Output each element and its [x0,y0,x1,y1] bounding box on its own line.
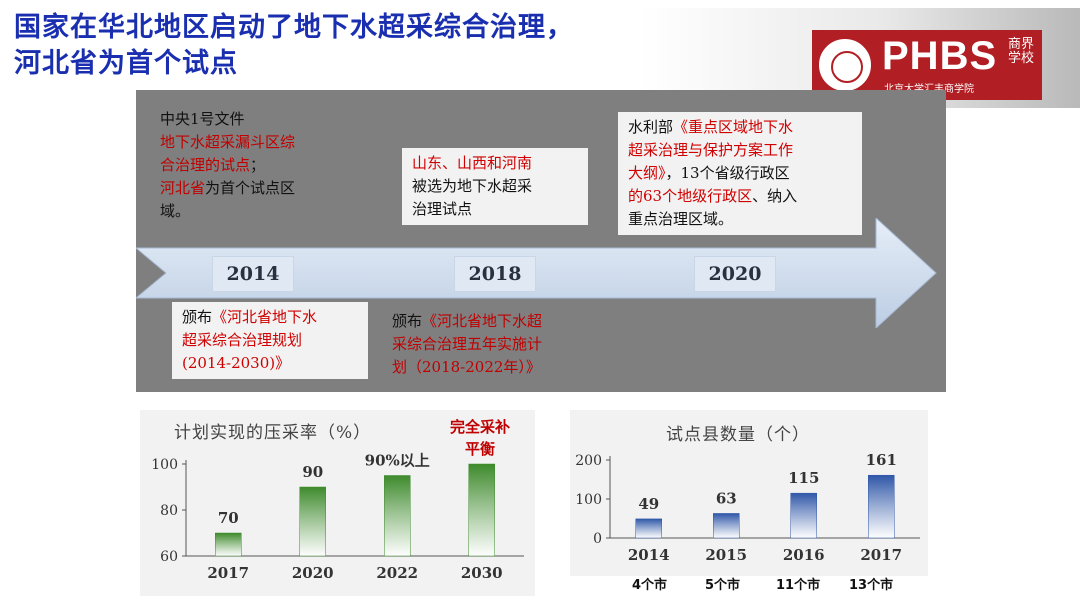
slide-title-line2: 河北省为首个试点 [14,48,238,79]
note-line: 河北省 [160,179,206,197]
data-label: 90%以上 [365,452,430,470]
slide-title-line1: 国家在华北地区启动了地下水超采综合治理， [14,12,574,43]
data-label: 90 [302,463,323,481]
note-line: 超采治理与保护方案工作 [628,141,794,159]
note-line: 、纳入 [752,187,798,205]
note-line: 地下水超采漏斗区综 [160,133,296,151]
bar-2017 [215,532,242,557]
bar-2015 [713,513,740,539]
peking-university-seal-icon [816,36,874,94]
year-label-2014: 2014 [212,256,294,292]
note-line: 大纲》 [628,164,666,182]
annotation-line1: 完全采补 [450,418,510,436]
y-tick-label: 200 [575,453,602,469]
note-line: 中央1号文件 [160,110,245,128]
bar-2022 [384,475,411,557]
data-label: 49 [638,495,659,513]
annotation-line2: 平衡 [465,440,495,458]
timeline-note-2014-top: 中央1号文件 地下水超采漏斗区综 合治理的试点； 河北省为首个试点区 域。 [160,108,360,223]
city-count-2015: 5个市 [705,578,741,593]
note-line: 水利部 [628,118,674,136]
phbs-logo: PHBS 北京大学汇丰商学院 商界学校 [812,30,1042,100]
y-tick-label: 100 [151,457,178,473]
timeline-arrow [136,218,937,328]
x-tick-label: 2017 [860,546,902,564]
logo-subtitle: 北京大学汇丰商学院 [884,80,974,95]
note-line: 超采综合治理规划 [182,331,303,349]
note-line: 山东、山西和河南 [412,154,533,172]
city-count-2017: 13个市 [849,578,894,593]
logo-calligraphy: 商界学校 [1008,37,1035,66]
x-tick-label: 2016 [783,546,825,564]
note-line: 为首个试点区 [205,179,296,197]
note-line: 的63个地级行政区 [628,187,753,205]
note-line: 被选为地下水超采 [412,177,533,195]
note-line: 合治理的试点 [160,156,251,174]
x-tick-label: 2020 [292,564,334,582]
logo-name: PHBS [882,34,998,78]
city-count-2014: 4个市 [632,578,668,593]
note-line: ，13个省级行政区 [665,164,790,182]
bar-2017 [868,474,895,539]
note-line: 采综合治理五年实施计 [392,335,543,353]
chart-title: 计划实现的压采率（%） [174,423,372,443]
bar-2020 [299,486,326,557]
chart-title: 试点县数量（个） [666,425,810,445]
note-line: 重点治理区域。 [628,210,734,228]
bar-2016 [790,492,817,539]
timeline-note-2018-top: 山东、山西和河南 被选为地下水超采 治理试点 [402,148,588,225]
timeline-panel: 2014 2018 2020 中央1号文件 地下水超采漏斗区综 合治理的试点； … [136,90,946,392]
city-count-2016: 11个市 [776,578,821,593]
y-tick-label: 100 [575,492,602,508]
x-tick-label: 2022 [376,564,418,582]
note-line: 颁布 [392,312,423,330]
timeline-note-2018-bottom: 颁布《河北省地下水超 采综合治理五年实施计 划（2018-2022年）》 [392,310,622,379]
bar-2014 [635,518,662,539]
year-label-2020: 2020 [694,256,776,292]
pilot-county-chart-svg: 0 100 200 2014 49 2015 63 2016 115 2017 161 [575,451,920,564]
data-label: 63 [716,489,737,507]
bar-2030 [468,463,495,557]
timeline-note-2020-top: 水利部《重点区域地下水 超采治理与保护方案工作 大纲》，13个省级行政区 的63… [618,112,862,235]
x-tick-label: 2030 [461,564,503,582]
timeline-note-2014-bottom: 颁布《河北省地下水 超采综合治理规划 (2014-2030)》 [172,302,368,379]
data-label: 115 [788,469,819,487]
x-tick-label: 2017 [207,564,249,582]
pilot-county-chart: 试点县数量（个） 0 100 200 2014 49 2015 63 2016 115 2017 1… [570,410,928,576]
note-line: 《河北省地下水 [212,308,318,326]
year-label-2018: 2018 [454,256,536,292]
compression-rate-chart: 计划实现的压采率（%） 60 80 100 2017 70 2020 90 2022 90%以上… [140,410,535,596]
note-line: 域。 [160,202,191,220]
note-line: 《河北省地下水超 [422,312,543,330]
note-line: (2014-2030)》 [182,354,291,372]
data-label: 161 [866,451,897,469]
y-tick-label: 80 [160,503,178,519]
note-line: ； [250,156,266,174]
note-line: 治理试点 [412,200,473,218]
y-tick-label: 60 [160,549,178,565]
note-line: 颁布 [182,308,213,326]
data-label: 70 [218,509,239,527]
x-tick-label: 2015 [705,546,747,564]
y-tick-label: 0 [593,531,602,547]
slide-title: 国家在华北地区启动了地下水超采综合治理， 河北省为首个试点 [14,10,774,82]
x-tick-label: 2014 [628,546,670,564]
note-line: 划（2018-2022年）》 [392,358,541,376]
note-line: 《重点区域地下水 [673,118,794,136]
